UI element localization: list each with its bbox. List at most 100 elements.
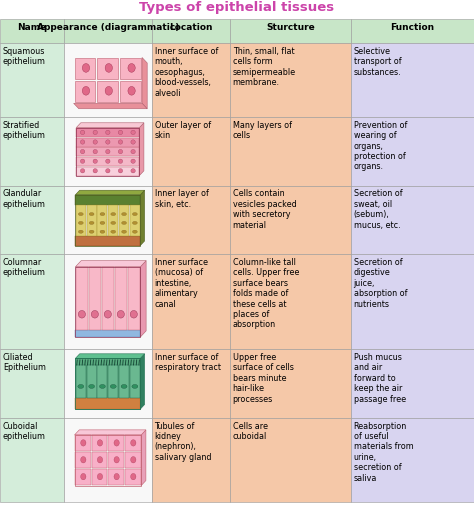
Text: Name: Name [18, 23, 46, 32]
Text: Appearance (diagrammatic): Appearance (diagrammatic) [36, 23, 179, 32]
Bar [351, 117, 474, 186]
Bar [64, 186, 152, 255]
Ellipse shape [78, 221, 83, 225]
Bar [76, 157, 139, 166]
Bar [98, 205, 107, 236]
Bar [230, 255, 351, 349]
Ellipse shape [81, 130, 85, 134]
Ellipse shape [93, 169, 98, 173]
Ellipse shape [78, 311, 85, 318]
Text: Reabsorption
of useful
materials from
urine,
secretion of
saliva: Reabsorption of useful materials from ur… [354, 422, 413, 483]
Text: Inner surface
(mucosa) of
intestine,
alimentary
canal: Inner surface (mucosa) of intestine, ali… [155, 258, 208, 309]
Ellipse shape [89, 213, 94, 216]
Text: Many layers of
cells: Many layers of cells [233, 121, 292, 140]
Ellipse shape [89, 221, 94, 225]
Ellipse shape [100, 230, 105, 233]
Ellipse shape [131, 457, 136, 463]
Ellipse shape [122, 230, 127, 233]
Text: Inner layer of
skin, etc.: Inner layer of skin, etc. [155, 189, 209, 209]
Ellipse shape [106, 130, 110, 134]
Ellipse shape [122, 213, 127, 216]
Ellipse shape [132, 384, 138, 388]
Text: Thin, small, flat
cells form
semipermeable
membrane.: Thin, small, flat cells form semipermeab… [233, 47, 296, 87]
Ellipse shape [131, 440, 136, 446]
Ellipse shape [104, 311, 111, 318]
Bar [97, 58, 118, 79]
Bar [76, 205, 86, 236]
Text: Location: Location [169, 23, 212, 32]
Text: Column-like tall
cells. Upper free
surface bears
folds made of
these cells at
pl: Column-like tall cells. Upper free surfa… [233, 258, 299, 329]
Bar [120, 81, 141, 102]
Ellipse shape [118, 159, 123, 163]
Ellipse shape [114, 457, 119, 463]
Ellipse shape [93, 149, 98, 154]
Bar [108, 365, 118, 398]
Bar [64, 418, 152, 502]
Bar [125, 435, 141, 451]
Ellipse shape [106, 159, 110, 163]
Bar [76, 167, 139, 176]
Ellipse shape [81, 169, 85, 173]
Text: Glandular
epithelium: Glandular epithelium [3, 189, 46, 209]
Text: Secretion of
sweat, oil
(sebum),
mucus, etc.: Secretion of sweat, oil (sebum), mucus, … [354, 189, 402, 230]
Bar [0, 117, 64, 186]
Ellipse shape [122, 221, 127, 225]
Polygon shape [73, 103, 147, 109]
Ellipse shape [106, 140, 110, 144]
Ellipse shape [93, 140, 98, 144]
Bar [230, 19, 351, 43]
Polygon shape [74, 430, 146, 435]
Bar [230, 349, 351, 418]
Bar [75, 469, 91, 485]
Text: Squamous
epithelium: Squamous epithelium [3, 47, 46, 66]
Polygon shape [142, 58, 147, 109]
Bar [76, 138, 139, 147]
Bar [152, 117, 230, 186]
Bar [351, 43, 474, 117]
Bar [152, 418, 230, 502]
Bar [120, 58, 141, 79]
Ellipse shape [82, 86, 90, 95]
Bar [76, 128, 139, 176]
Bar [64, 19, 152, 43]
Ellipse shape [97, 473, 103, 480]
Ellipse shape [81, 159, 85, 163]
Polygon shape [76, 123, 144, 128]
Bar [351, 19, 474, 43]
Bar [119, 205, 129, 236]
Ellipse shape [81, 457, 86, 463]
Bar [0, 418, 64, 502]
Bar [115, 267, 127, 330]
Text: Selective
transport of
substances.: Selective transport of substances. [354, 47, 401, 77]
Ellipse shape [81, 473, 86, 480]
Bar [108, 435, 124, 451]
Bar [64, 349, 152, 418]
Polygon shape [75, 354, 145, 359]
Text: Prevention of
wearing of
organs,
protection of
organs.: Prevention of wearing of organs, protect… [354, 121, 407, 171]
Bar [152, 19, 230, 43]
Bar [75, 359, 140, 409]
Ellipse shape [114, 473, 119, 480]
Bar [230, 43, 351, 117]
Bar [230, 186, 351, 255]
Text: Types of epithelial tissues: Types of epithelial tissues [139, 1, 335, 14]
Ellipse shape [121, 384, 127, 388]
Bar [0, 186, 64, 255]
Bar [351, 418, 474, 502]
Ellipse shape [118, 149, 123, 154]
Bar [75, 195, 140, 245]
Bar [130, 365, 140, 398]
Ellipse shape [131, 149, 135, 154]
Ellipse shape [81, 140, 85, 144]
Bar [119, 365, 129, 398]
Ellipse shape [97, 457, 103, 463]
Bar [130, 205, 140, 236]
Bar [91, 469, 107, 485]
Ellipse shape [118, 130, 123, 134]
Bar [351, 349, 474, 418]
Text: Columnar
epithelium: Columnar epithelium [3, 258, 46, 277]
Text: Tubules of
kidney
(nephron),
salivary gland: Tubules of kidney (nephron), salivary gl… [155, 422, 211, 462]
Text: Secretion of
digestive
juice,
absorption of
nutrients: Secretion of digestive juice, absorption… [354, 258, 407, 309]
Bar [74, 58, 95, 79]
Bar [75, 359, 140, 409]
